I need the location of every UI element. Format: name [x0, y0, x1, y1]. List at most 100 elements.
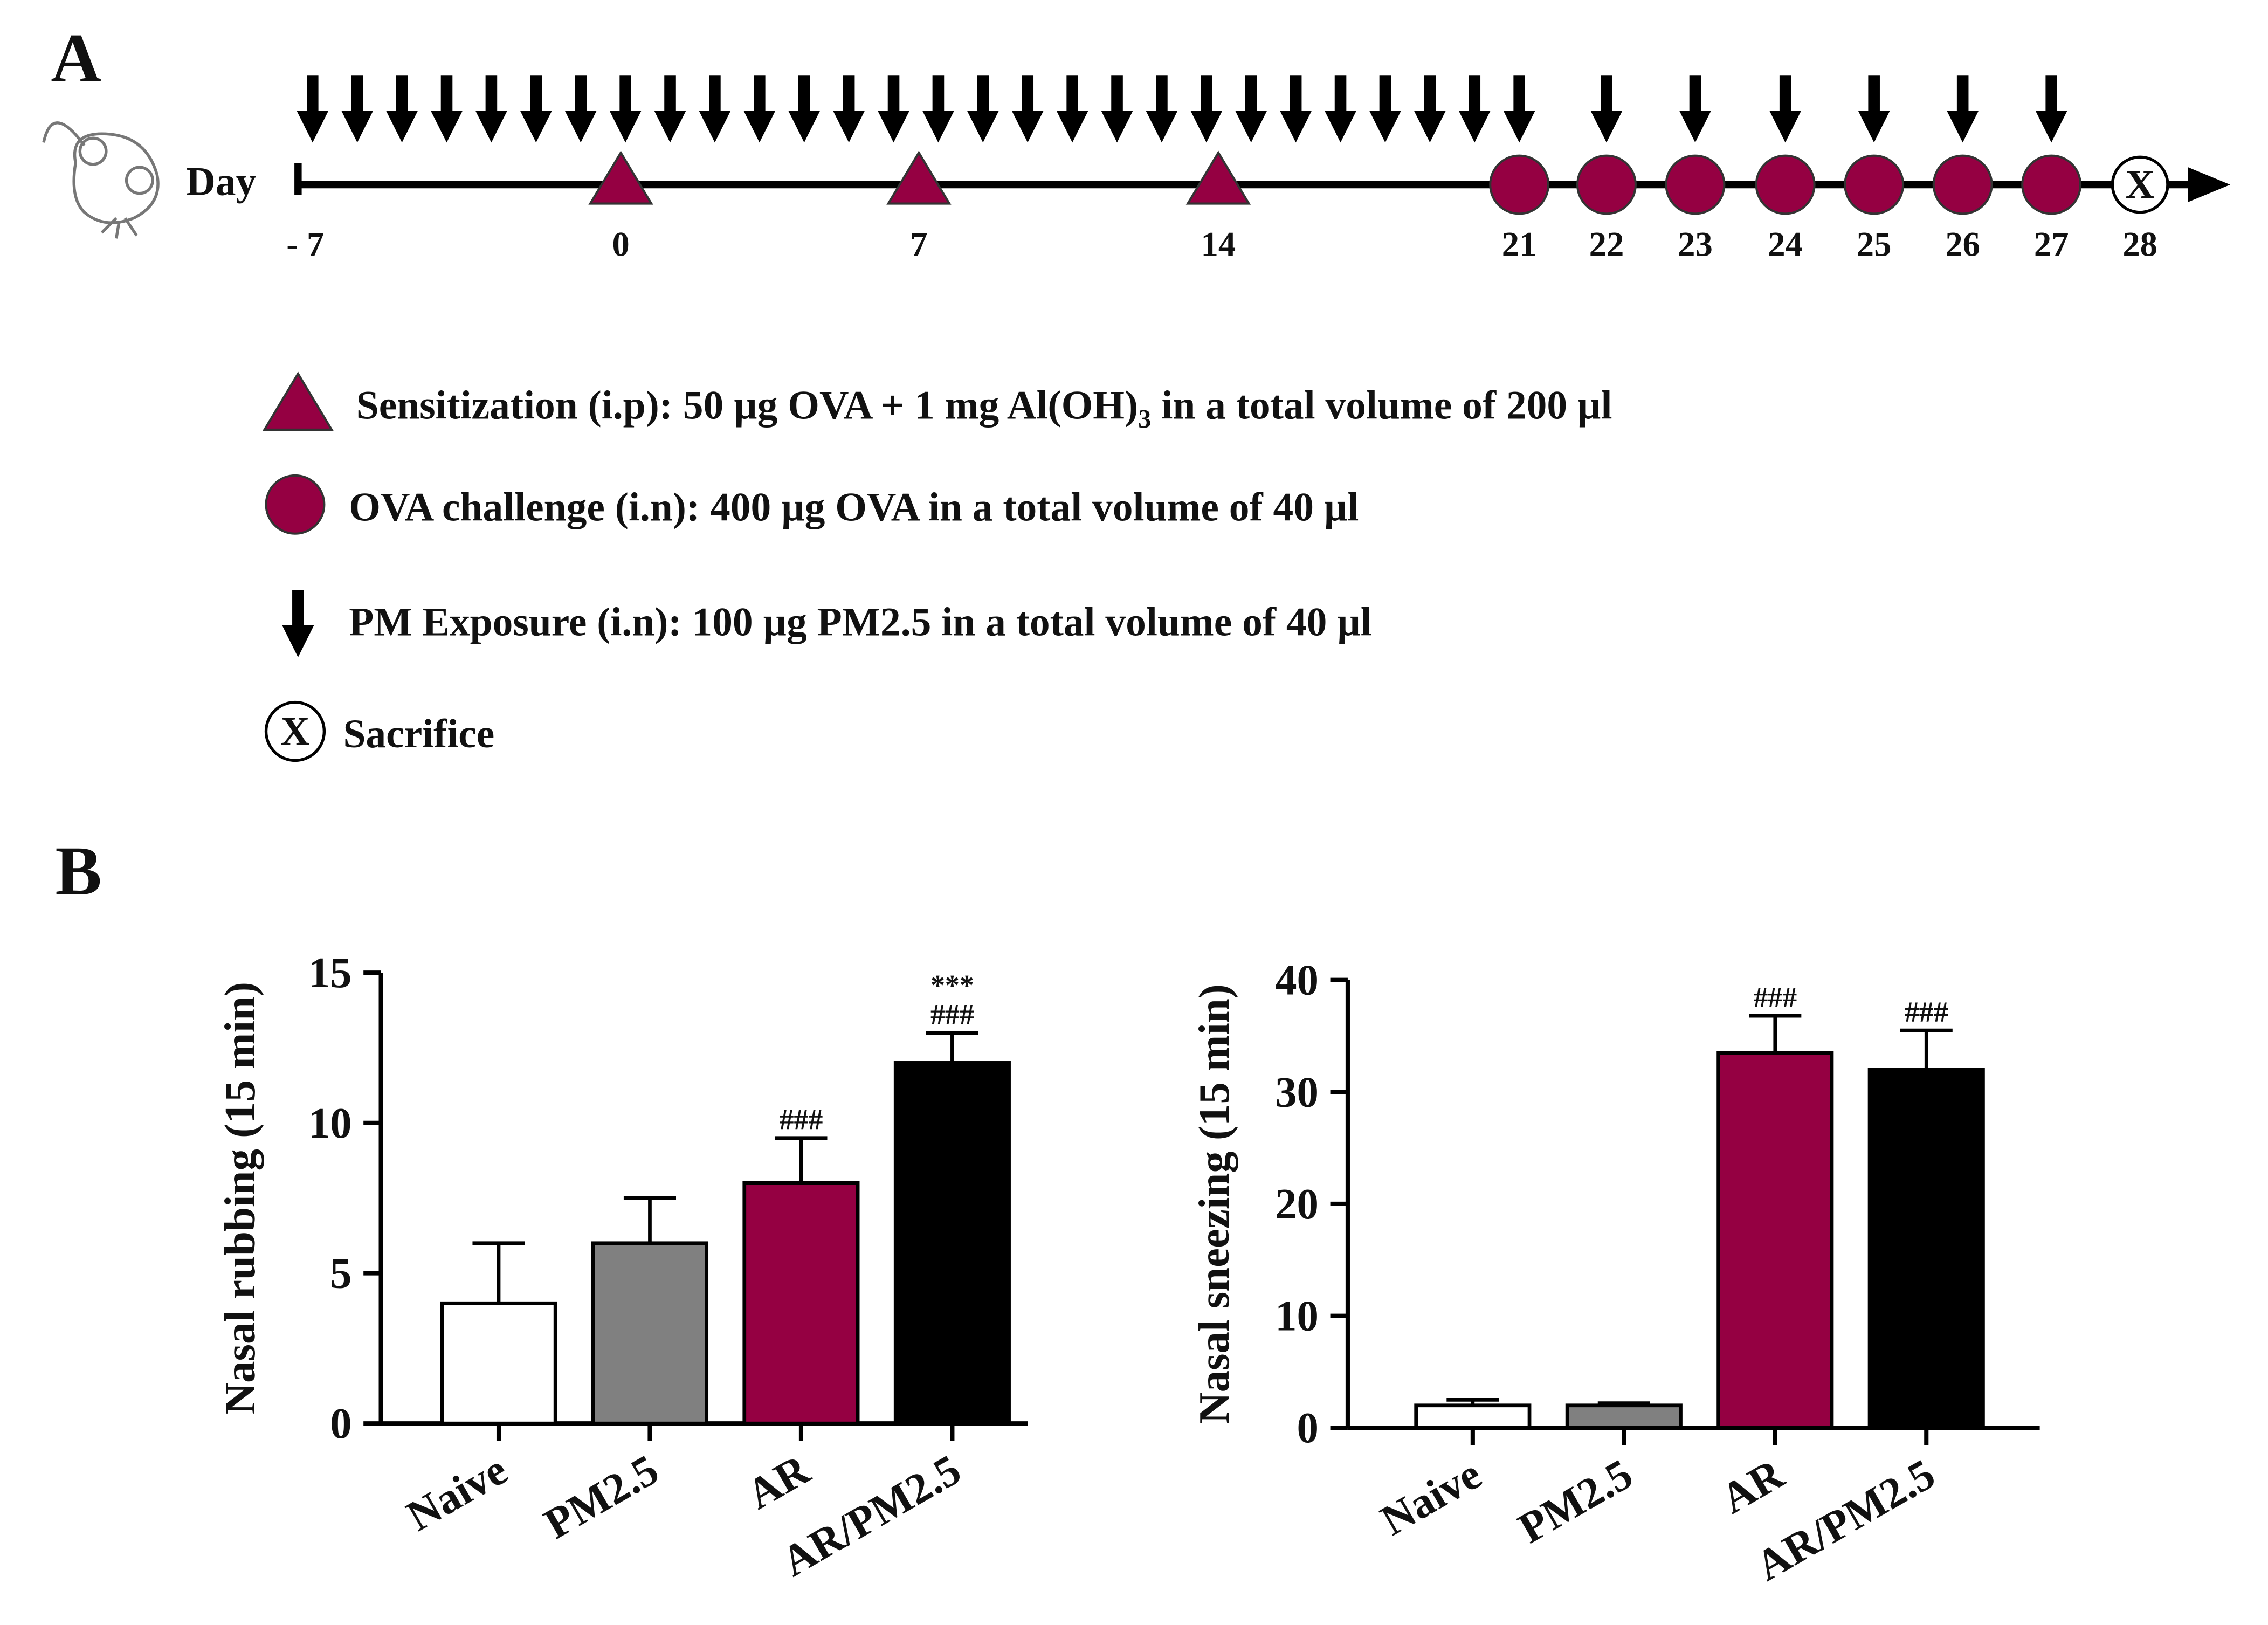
legend-text-part: Sacrifice	[343, 712, 494, 756]
significance-annotation: ***	[930, 969, 974, 1002]
y-tick-label: 15	[308, 949, 352, 997]
pm-arrow-shaft	[1334, 75, 1347, 116]
x-tick-label: Naive	[399, 1445, 515, 1540]
pm-arrow	[385, 75, 418, 143]
pm-arrow-shaft	[485, 75, 498, 116]
pm-arrow-shaft	[1066, 75, 1078, 116]
pm-arrow	[1414, 75, 1446, 143]
pm-arrow-shaft	[709, 75, 721, 116]
day-label: - 7	[286, 225, 324, 264]
pm-arrow-head	[1503, 110, 1535, 143]
y-tick-label: 10	[1275, 1292, 1319, 1340]
day-label: 14	[1201, 225, 1236, 264]
day-label: 28	[2122, 225, 2157, 264]
pm-arrow-head	[2035, 110, 2067, 143]
pm-arrow-head	[564, 110, 597, 143]
y-tick-label: 20	[1275, 1180, 1319, 1228]
pm-arrow-shaft	[1022, 75, 1034, 116]
significance-annotation: ###	[1905, 996, 1948, 1028]
timeline-arrowhead	[2188, 167, 2230, 202]
pm-arrow-head	[341, 110, 374, 143]
legend-text-part: PM Exposure (i.n): 100 µg PM2.5 in a tot…	[349, 600, 1372, 645]
pm-arrow	[2035, 75, 2067, 143]
pm-arrow-head	[699, 110, 731, 143]
bar	[440, 1301, 557, 1426]
mouse-icon	[42, 121, 160, 239]
pm-arrow	[1679, 75, 1712, 143]
pm-arrow	[475, 75, 508, 143]
legend-triangle	[262, 371, 334, 431]
day-label: 22	[1589, 225, 1624, 264]
pm-arrow	[967, 75, 999, 143]
pm-arrow	[922, 75, 955, 143]
pm-arrow-shaft	[977, 75, 989, 116]
pm-arrow-shaft	[1868, 75, 1880, 116]
pm-arrow-head	[1769, 110, 1802, 143]
day-label: 0	[612, 225, 629, 264]
day-axis-label: Day	[186, 159, 256, 204]
pm-arrow-shaft	[307, 75, 319, 116]
pm-arrow-shaft	[1469, 75, 1481, 116]
pm-arrow-shaft	[887, 75, 900, 116]
pm-arrow-head	[1414, 110, 1446, 143]
pm-arrow	[1369, 75, 1402, 143]
y-tick-label: 10	[308, 1099, 352, 1147]
pm-arrow-shaft	[932, 75, 945, 116]
pm-arrow-shaft	[1156, 75, 1168, 116]
challenge-marker	[1932, 154, 1993, 215]
day-label: 21	[1502, 225, 1537, 264]
sacrifice-marker-x: X	[2125, 162, 2155, 207]
day-label: 27	[2034, 225, 2069, 264]
pm-arrow-shaft	[351, 75, 363, 116]
bar	[1867, 1068, 1985, 1430]
pm-arrow	[297, 75, 329, 143]
pm-arrow-shaft	[798, 75, 810, 116]
legend-text-part: OVA challenge (i.n): 400 µg OVA in a tot…	[349, 485, 1359, 529]
significance-annotation: ###	[1753, 981, 1797, 1014]
y-tick-label: 40	[1275, 956, 1319, 1004]
x-tick-label: Naive	[1373, 1450, 1490, 1545]
pm-arrow	[1947, 75, 1979, 143]
pm-arrow-head	[788, 110, 821, 143]
pm-arrow	[877, 75, 910, 143]
y-axis-label: Nasal sneezing (15 min)	[1190, 984, 1238, 1424]
pm-arrow-head	[877, 110, 910, 143]
challenge-marker	[1844, 154, 1905, 215]
pm-arrow	[430, 75, 463, 143]
legend-sacrifice	[264, 700, 326, 762]
sensitization-marker	[1185, 150, 1251, 205]
pm-arrow	[1146, 75, 1178, 143]
pm-arrow-head	[430, 110, 463, 143]
significance-annotation: ###	[930, 998, 974, 1030]
challenge-marker	[1576, 154, 1637, 215]
x-tick-label: PM2.5	[536, 1445, 666, 1548]
bar	[893, 1061, 1011, 1426]
legend-text-part: in a total volume of 200 µl	[1151, 383, 1612, 428]
challenge-marker	[2021, 154, 2082, 215]
legend-arrow-shaft	[292, 590, 304, 631]
pm-arrow-shaft	[1111, 75, 1123, 116]
legend-text-part: Sensitization (i.p): 50 µg OVA + 1 mg Al…	[356, 383, 1138, 428]
bar	[591, 1241, 709, 1426]
pm-arrow-head	[385, 110, 418, 143]
pm-arrow-shaft	[1290, 75, 1302, 116]
pm-arrow-shaft	[1379, 75, 1391, 116]
panel-label: B	[55, 832, 101, 910]
pm-arrow	[654, 75, 686, 143]
legend-text: PM Exposure (i.n): 100 µg PM2.5 in a tot…	[349, 600, 1372, 645]
challenge-marker	[1755, 154, 1816, 215]
pm-arrow	[1503, 75, 1535, 143]
pm-arrow-shaft	[440, 75, 453, 116]
bar	[742, 1181, 860, 1426]
pm-arrow-head	[1056, 110, 1088, 143]
y-tick-label: 30	[1275, 1068, 1319, 1116]
legend-text: OVA challenge (i.n): 400 µg OVA in a tot…	[349, 485, 1359, 529]
day-label: 25	[1857, 225, 1892, 264]
legend-sacrifice-x: X	[280, 709, 310, 754]
pm-arrow	[1011, 75, 1044, 143]
bar	[1716, 1051, 1834, 1430]
pm-arrow-head	[1146, 110, 1178, 143]
pm-arrow-head	[1011, 110, 1044, 143]
sacrifice-marker	[2111, 155, 2169, 214]
pm-arrow	[1590, 75, 1623, 143]
